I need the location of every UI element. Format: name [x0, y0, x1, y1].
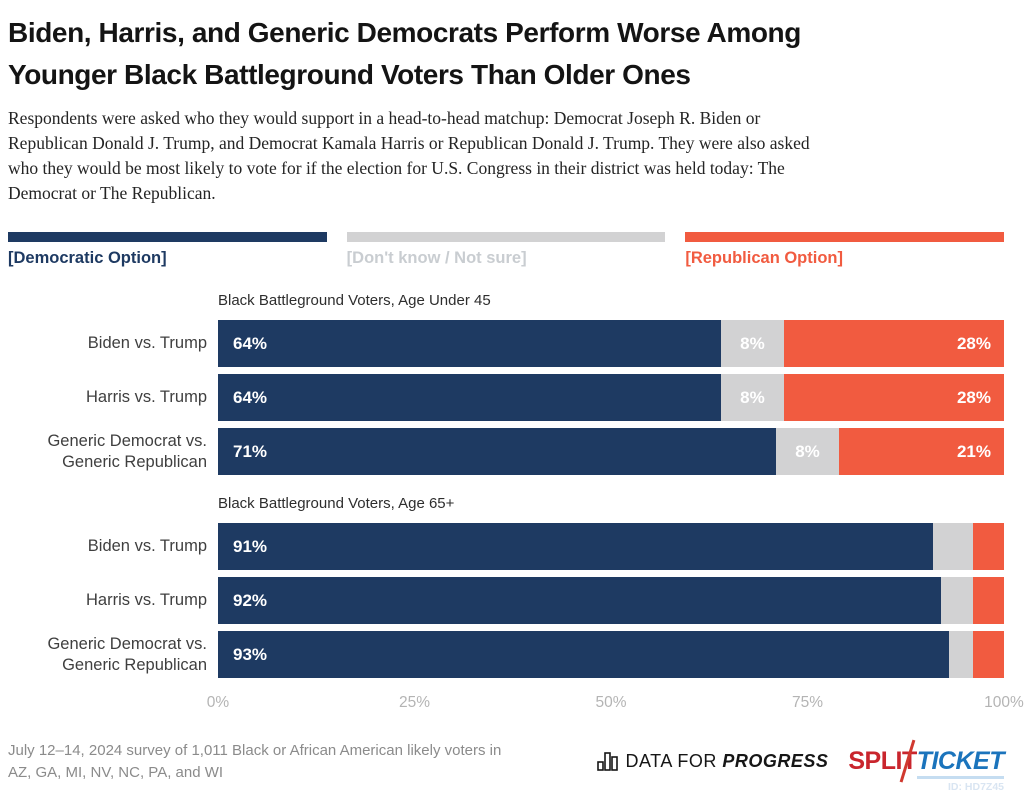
row-label-text: Biden vs. Trump: [87, 334, 207, 352]
value-label: 8%: [740, 333, 765, 353]
value-label: 28%: [956, 387, 991, 407]
axis-tick-50: 50%: [595, 694, 627, 711]
segment-republican: [972, 523, 1004, 570]
value-label: 64%: [233, 333, 268, 353]
bar-track: 92%: [218, 577, 1004, 624]
bar-track: 93%: [218, 631, 1004, 678]
legend-label-unsure: [Don't know / Not sure]: [346, 249, 527, 267]
bar-track: 64% 8% 28%: [218, 374, 1004, 421]
segment-unsure: 8%: [721, 320, 784, 367]
splitticket-ticket: TICKET: [916, 746, 1005, 779]
value-label: 64%: [233, 387, 268, 407]
value-label: 8%: [795, 441, 820, 461]
page-title-line2: Younger Black Battleground Voters Than O…: [8, 59, 691, 90]
group-title: Black Battleground Voters, Age Under 45: [218, 292, 491, 309]
subtitle-line: Respondents were asked who they would su…: [8, 108, 761, 128]
segment-republican: 28%: [783, 320, 1004, 367]
legend-label-republican: [Republican Option]: [685, 249, 843, 267]
segment-unsure: 8%: [776, 428, 839, 475]
bar-row-biden-under45: Biden vs. Trump 64% 8% 28%: [8, 320, 1004, 367]
logos: DATA FOR PROGRESS SPLITTICKET ID: HD7Z45: [596, 739, 1005, 793]
legend-swatch-unsure: [346, 232, 666, 242]
value-label: 93%: [233, 644, 268, 664]
row-label: Harris vs. Trump: [8, 387, 218, 408]
group-title: Black Battleground Voters, Age 65+: [218, 495, 455, 512]
row-label: Biden vs. Trump: [8, 536, 218, 557]
data-for-progress-logo: DATA FOR PROGRESS: [596, 751, 829, 772]
segment-democratic: 64%: [218, 374, 722, 421]
legend: [Democratic Option] [Don't know / Not su…: [8, 232, 1005, 268]
row-label: Harris vs. Trump: [8, 590, 218, 611]
segment-republican: 28%: [783, 374, 1004, 421]
bar-row-generic-under45: Generic Democrat vs. Generic Republican …: [8, 428, 1004, 475]
segment-unsure: [933, 523, 973, 570]
bar-track: 71% 8% 21%: [218, 428, 1004, 475]
page-title: Biden, Harris, and Generic Democrats Per…: [8, 12, 1004, 96]
axis-tick-100: 100%: [984, 694, 1024, 711]
group-under-45: Black Battleground Voters, Age Under 45 …: [8, 292, 1004, 475]
value-label: 28%: [956, 333, 991, 353]
source-note: July 12–14, 2024 survey of 1,011 Black o…: [8, 740, 518, 784]
segment-unsure: 8%: [721, 374, 784, 421]
segment-democratic: 71%: [218, 428, 777, 475]
axis-tick-25: 25%: [398, 694, 431, 711]
source-note-line: July 12–14, 2024 survey of 1,011 Black o…: [8, 742, 502, 759]
axis-tick-0: 0%: [206, 694, 230, 711]
segment-unsure: [948, 631, 973, 678]
row-label: Generic Democrat vs. Generic Republican: [8, 431, 218, 473]
axis-tick-75: 75%: [791, 694, 824, 711]
value-label: 91%: [233, 536, 268, 556]
value-label: 71%: [233, 441, 268, 461]
bar-row-generic-65plus: Generic Democrat vs. Generic Republican …: [8, 631, 1004, 678]
segment-republican: 21%: [838, 428, 1004, 475]
bar-row-harris-65plus: Harris vs. Trump 92%: [8, 577, 1004, 624]
dfp-bold: PROGRESS: [722, 750, 829, 771]
dfp-prefix: DATA FOR: [625, 750, 723, 771]
segment-unsure: [941, 577, 973, 624]
legend-label-democratic: [Democratic Option]: [8, 249, 167, 267]
segment-democratic: 93%: [218, 631, 949, 678]
page-subtitle: Respondents were asked who they would su…: [8, 106, 1004, 206]
row-label-text: Biden vs. Trump: [87, 537, 207, 555]
splitticket-logo: SPLITTICKET: [848, 739, 1005, 782]
legend-item-unsure: [Don't know / Not sure]: [346, 232, 666, 268]
row-label-text: Harris vs. Trump: [85, 591, 207, 609]
legend-item-republican: [Republican Option]: [685, 232, 1005, 268]
legend-swatch-republican: [685, 232, 1005, 242]
segment-democratic: 92%: [218, 577, 942, 624]
row-label-text: Generic Democrat vs. Generic Republican: [47, 431, 207, 471]
bar-chart-icon: [596, 751, 619, 772]
bar-row-harris-under45: Harris vs. Trump 64% 8% 28%: [8, 374, 1004, 421]
bar-track: 91%: [218, 523, 1004, 570]
page-title-line1: Biden, Harris, and Generic Democrats Per…: [8, 17, 801, 48]
row-label: Biden vs. Trump: [8, 333, 218, 354]
segment-republican: [972, 577, 1004, 624]
legend-item-democratic: [Democratic Option]: [8, 232, 327, 268]
row-label: Generic Democrat vs. Generic Republican: [8, 634, 218, 676]
row-label-text: Harris vs. Trump: [85, 388, 207, 406]
subtitle-line: Republican Donald J. Trump, and Democrat…: [8, 133, 810, 153]
legend-swatch-democratic: [8, 232, 327, 242]
group-65-plus: Black Battleground Voters, Age 65+ Biden…: [8, 495, 1004, 678]
value-label: 92%: [233, 590, 268, 610]
value-label: 8%: [740, 387, 765, 407]
chart-id: ID: HD7Z45: [947, 780, 1004, 793]
subtitle-line: who they would be most likely to vote fo…: [8, 158, 785, 178]
segment-democratic: 91%: [218, 523, 934, 570]
segment-republican: [972, 631, 1004, 678]
bar-track: 64% 8% 28%: [218, 320, 1004, 367]
value-label: 21%: [956, 441, 991, 461]
subtitle-line: Democrat or The Republican.: [8, 183, 216, 203]
stacked-bar-chart: Black Battleground Voters, Age Under 45 …: [8, 292, 1024, 714]
footer: July 12–14, 2024 survey of 1,011 Black o…: [8, 739, 1005, 793]
row-label-text: Generic Democrat vs. Generic Republican: [47, 634, 207, 674]
dfp-wordmark: DATA FOR PROGRESS: [626, 751, 829, 772]
x-axis: 0% 25% 50% 75% 100%: [207, 694, 1024, 714]
bar-row-biden-65plus: Biden vs. Trump 91%: [8, 523, 1004, 570]
source-note-line: AZ, GA, MI, NV, NC, PA, and WI: [8, 764, 224, 781]
segment-democratic: 64%: [218, 320, 722, 367]
